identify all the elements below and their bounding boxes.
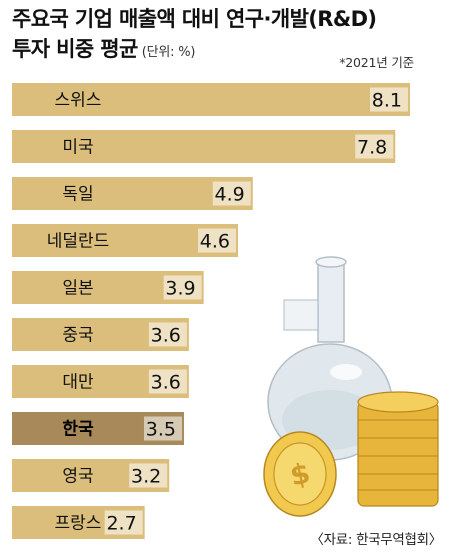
value-label-3: 4.6 <box>200 231 230 253</box>
base-year-note: *2021년 기준 <box>339 55 414 70</box>
title-line-1: 주요국 기업 매출액 대비 연구·개발(R&D) <box>12 7 377 31</box>
bar-1 <box>12 130 396 163</box>
title-line-2-text: 투자 비중 평균 <box>12 37 138 61</box>
value-label-bg-3 <box>198 228 237 253</box>
value-label-bg-7 <box>143 416 182 441</box>
value-label-5: 3.6 <box>151 325 181 347</box>
value-label-1: 7.8 <box>357 137 387 159</box>
value-label-9: 2.7 <box>106 513 136 535</box>
value-label-bg-2 <box>212 181 251 206</box>
title-line-2: 투자 비중 평균 (단위: %) <box>12 34 442 68</box>
coin-stack-illustration <box>357 391 439 507</box>
category-label-2: 독일 <box>62 185 93 205</box>
value-label-8: 3.2 <box>131 466 161 488</box>
value-label-bg-0 <box>370 87 408 112</box>
value-label-bg-4 <box>163 275 202 300</box>
value-label-bg-8 <box>129 463 168 488</box>
chart-title: 주요국 기업 매출액 대비 연구·개발(R&D) 투자 비중 평균 (단위: %) <box>12 4 442 68</box>
value-label-0: 8.1 <box>372 90 402 112</box>
value-label-bg-1 <box>355 134 394 159</box>
value-label-2: 4.9 <box>215 184 245 206</box>
value-label-bg-5 <box>148 322 187 347</box>
unit-label: (단위: %) <box>141 45 196 60</box>
coin-illustration: $ <box>263 431 337 517</box>
category-label-1: 미국 <box>62 138 93 158</box>
category-label-9: 프랑스 <box>55 514 102 534</box>
value-label-4: 3.9 <box>165 278 195 300</box>
bar-0 <box>12 83 410 116</box>
category-label-4: 일본 <box>62 279 93 299</box>
category-label-0: 스위스 <box>55 91 102 111</box>
value-label-6: 3.6 <box>151 372 181 394</box>
category-label-3: 네덜란드 <box>47 232 110 252</box>
source-note: 〈자료: 한국무역협회〉 <box>310 532 442 548</box>
category-label-7: 한국 <box>62 420 94 440</box>
value-label-bg-6 <box>148 369 187 394</box>
tube-illustration <box>283 299 319 331</box>
category-label-8: 영국 <box>62 467 93 487</box>
bars-layer: 스위스 8.1 미국 7.8 독일 4.9 네덜란드 4.6 일본 3.9 중국 3.6 대만 3.6 한국… <box>12 83 410 539</box>
bar-2 <box>12 177 253 210</box>
category-label-5: 중국 <box>62 326 93 346</box>
value-label-bg-9 <box>104 510 143 535</box>
category-label-6: 대만 <box>62 373 94 393</box>
value-label-7: 3.5 <box>146 419 176 441</box>
